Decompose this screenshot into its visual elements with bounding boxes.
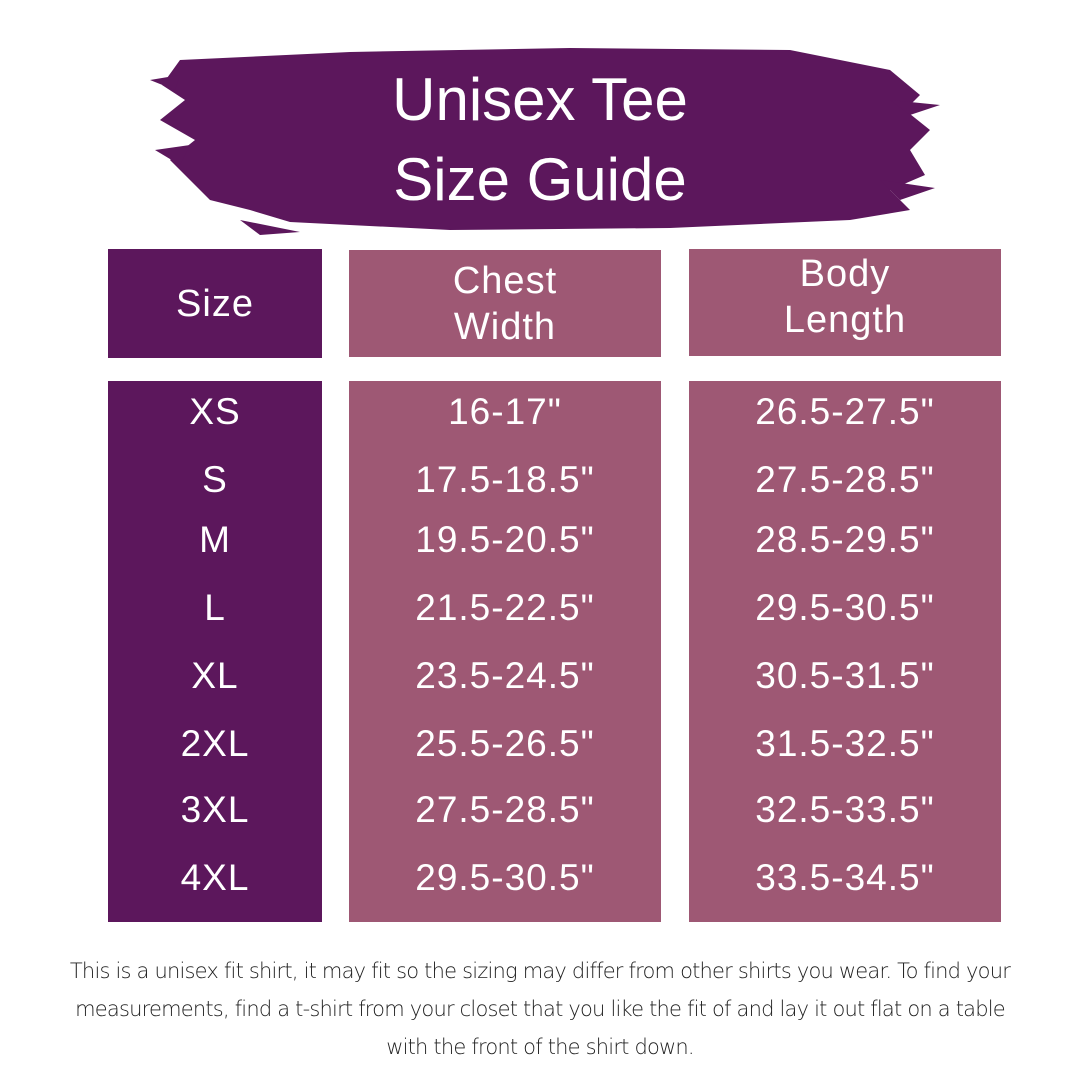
cell-length: 32.5-33.5": [755, 789, 935, 830]
cell-size: 4XL: [180, 857, 250, 898]
cell-chest: 27.5-28.5": [415, 789, 595, 830]
cell-chest: 19.5-20.5": [415, 519, 595, 560]
header-body-length: Body Length: [689, 249, 1001, 356]
header-size: Size: [108, 249, 322, 358]
cell-chest: 29.5-30.5": [415, 857, 595, 898]
size-column: XS S M L XL 2XL 3XL 4XL: [108, 381, 322, 922]
cell-size: M: [199, 519, 231, 560]
cell-size: 2XL: [180, 723, 250, 764]
body-length-column: 26.5-27.5" 27.5-28.5" 28.5-29.5" 29.5-30.5"…: [689, 381, 1001, 922]
brush-stroke-background: [150, 48, 940, 235]
header-label: Length: [783, 298, 907, 341]
cell-length: 28.5-29.5": [755, 519, 935, 560]
cell-chest: 16-17": [448, 391, 562, 432]
cell-size: XL: [191, 655, 239, 696]
cell-chest: 23.5-24.5": [415, 655, 595, 696]
cell-chest: 21.5-22.5": [415, 587, 595, 628]
cell-length: 29.5-30.5": [755, 587, 935, 628]
header-chest-width: Chest Width: [349, 250, 661, 357]
cell-size: XS: [189, 391, 241, 432]
header-label: Body: [799, 252, 891, 295]
cell-size: S: [202, 459, 228, 500]
cell-length: 33.5-34.5": [755, 857, 935, 898]
title-line-1: Unisex Tee: [392, 66, 688, 133]
header-label: Chest: [452, 259, 558, 302]
header-label: Size: [176, 282, 254, 325]
cell-chest: 17.5-18.5": [415, 459, 595, 500]
title-line-2: Size Guide: [393, 146, 687, 213]
cell-chest: 25.5-26.5": [415, 723, 595, 764]
page-title: Unisex Tee Size Guide: [0, 60, 1080, 220]
cell-size: L: [204, 587, 226, 628]
cell-length: 27.5-28.5": [755, 459, 935, 500]
sizing-note: This is a unisex fit shirt, it may fit s…: [69, 959, 1011, 1059]
header-label: Width: [453, 305, 557, 348]
cell-length: 30.5-31.5": [755, 655, 935, 696]
cell-size: 3XL: [180, 789, 250, 830]
cell-length: 31.5-32.5": [755, 723, 935, 764]
chest-width-column: 16-17" 17.5-18.5" 19.5-20.5" 21.5-22.5" 23.5…: [349, 381, 661, 922]
cell-length: 26.5-27.5": [755, 391, 935, 432]
